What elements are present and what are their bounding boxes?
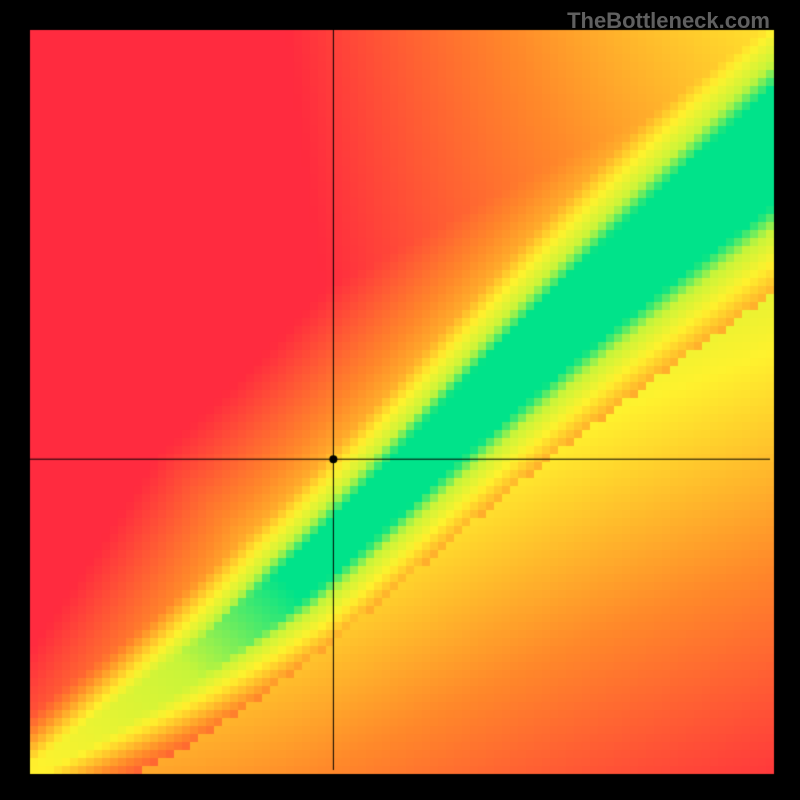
bottleneck-heatmap (0, 0, 800, 800)
chart-container: TheBottleneck.com (0, 0, 800, 800)
watermark-text: TheBottleneck.com (567, 8, 770, 34)
